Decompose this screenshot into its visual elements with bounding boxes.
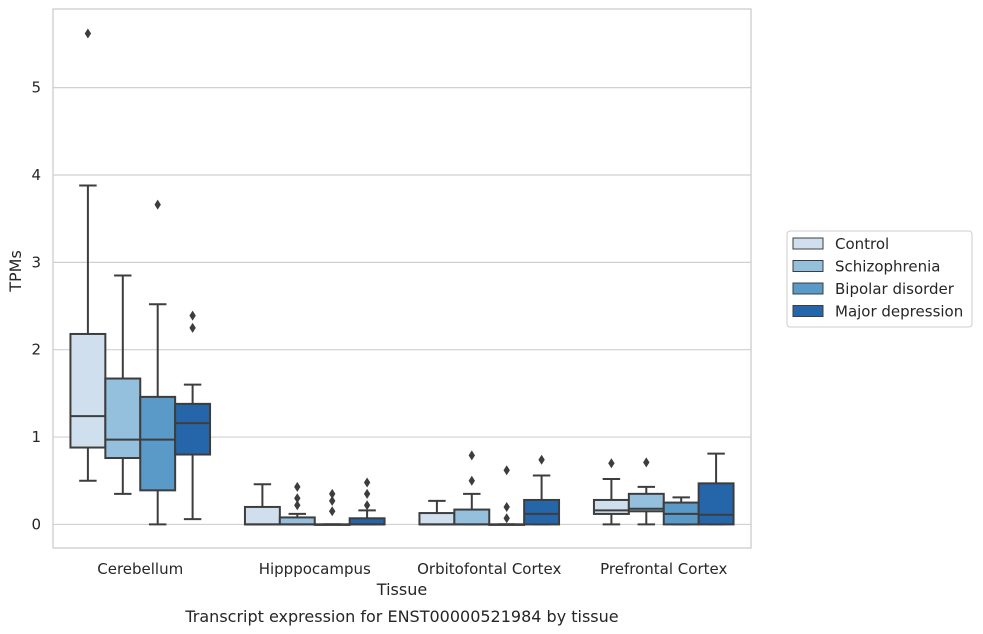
box-0-1 <box>104 274 142 495</box>
box-body <box>418 512 456 526</box>
y-tick-label: 1 <box>31 428 41 446</box>
outlier-point <box>329 488 336 499</box>
outlier-point <box>363 488 371 499</box>
box-2-0 <box>418 499 456 526</box>
outlier-point <box>363 477 371 488</box>
box-1-2 <box>313 488 351 526</box>
legend-label: Bipolar disorder <box>835 280 955 298</box>
y-tick-label: 0 <box>31 515 41 533</box>
box-0-0 <box>69 28 107 482</box>
outlier-point <box>329 495 336 506</box>
legend-swatch <box>792 282 824 295</box>
legend-swatch <box>792 260 824 272</box>
legend-swatch <box>792 237 824 250</box>
outlier-point <box>643 457 650 468</box>
box-2-1 <box>453 450 491 526</box>
y-tick-label: 4 <box>31 166 41 184</box>
x-tick-label: Orbitofontal Cortex <box>417 560 561 578</box>
y-tick-label: 5 <box>31 79 41 97</box>
outlier-point <box>189 322 196 333</box>
boxes <box>69 28 735 526</box>
box-body <box>278 516 316 526</box>
legend-swatch <box>792 305 824 317</box>
box-1-1 <box>278 481 316 526</box>
box-2-2 <box>488 465 526 526</box>
plot-frame <box>52 8 752 549</box>
outlier-point <box>84 28 92 39</box>
outlier-point <box>294 493 301 504</box>
outlier-point <box>294 481 301 492</box>
box-body <box>69 332 107 449</box>
x-axis-ticks: Cerebellum Hipppocampus Orbitofontal Corte… <box>97 560 727 578</box>
outlier-point <box>329 506 336 517</box>
outlier-point <box>538 454 545 465</box>
x-tick-label: Prefrontal Cortex <box>600 560 727 578</box>
box-body <box>523 498 561 526</box>
box-body <box>139 395 177 492</box>
y-axis-label: TPMs <box>6 250 25 293</box>
outlier-point <box>503 501 510 512</box>
box-0-3 <box>174 310 212 521</box>
outlier-point <box>608 458 615 469</box>
box-body <box>243 505 281 526</box>
box-1-3 <box>348 477 386 526</box>
box-3-1 <box>627 457 665 526</box>
outlier-point <box>468 475 475 486</box>
box-3-2 <box>662 496 700 526</box>
outlier-point <box>468 450 475 461</box>
box-1-0 <box>243 483 281 526</box>
outlier-point <box>503 465 510 476</box>
box-body <box>453 508 491 526</box>
outlier-point <box>294 500 301 511</box>
y-tick-label: 3 <box>31 253 41 271</box>
outlier-point <box>189 310 196 321</box>
box-0-2 <box>139 199 177 526</box>
box-2-3 <box>523 454 561 526</box>
box-body <box>104 377 142 460</box>
legend-frame <box>786 230 973 328</box>
legend: Control Schizophrenia Bipolar disorder Majo… <box>786 230 973 328</box>
x-tick-label: Hipppocampus <box>259 560 371 578</box>
outlier-point <box>503 513 510 524</box>
legend-label: Schizophrenia <box>835 258 940 276</box>
legend-label: Major depression <box>835 303 963 321</box>
outlier-point <box>363 500 371 511</box>
y-tick-label: 2 <box>31 341 41 359</box>
box-body <box>697 482 735 526</box>
x-tick-label: Cerebellum <box>97 560 183 578</box>
box-3-3 <box>697 452 735 526</box>
legend-label: Control <box>835 235 889 253</box>
y-axis-ticks: 0 1 2 3 4 5 <box>31 79 41 534</box>
box-body <box>174 402 212 456</box>
box-3-0 <box>592 458 630 526</box>
x-axis-label: Tissue <box>376 580 427 599</box>
chart-caption: Transcript expression for ENST0000052198… <box>184 607 618 626</box>
box-body <box>592 498 630 515</box>
outlier-point <box>154 199 161 210</box>
